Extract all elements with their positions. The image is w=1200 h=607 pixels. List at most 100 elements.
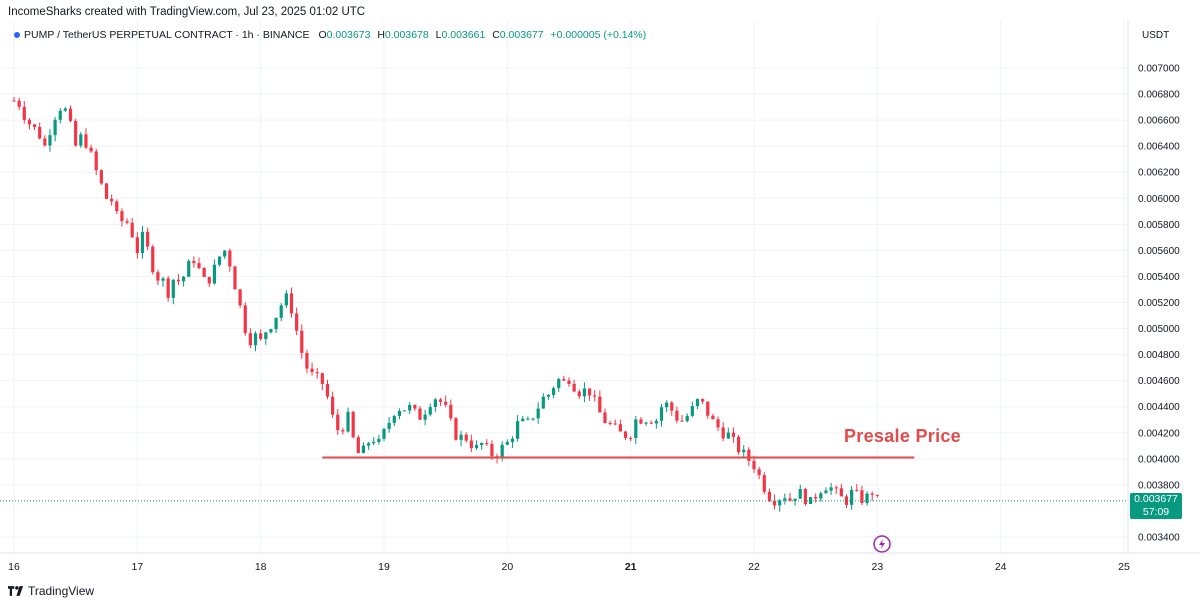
candle-body: [151, 246, 155, 273]
candle-body: [459, 434, 463, 440]
candle-body: [161, 278, 165, 281]
candle-body: [74, 120, 78, 146]
x-tick-label: 20: [501, 561, 513, 573]
candle-body: [397, 410, 402, 416]
candle-body: [171, 279, 175, 298]
candle-body: [68, 108, 73, 121]
candle-body: [104, 183, 109, 199]
candle-body: [474, 445, 479, 449]
candle-body: [788, 498, 792, 501]
candle-body: [562, 378, 566, 381]
candle-body: [762, 475, 766, 492]
candle-body: [140, 231, 145, 254]
candle-body: [726, 432, 730, 439]
candle-body: [695, 399, 700, 407]
y-tick-label: 0.006600: [1138, 116, 1180, 127]
candle-body: [351, 411, 355, 438]
candle-body: [192, 260, 196, 264]
candle-body: [38, 126, 42, 139]
candle-body: [855, 489, 859, 491]
y-tick-label: 0.006200: [1138, 168, 1180, 179]
candle-body: [110, 198, 114, 202]
candle-body: [331, 396, 335, 415]
currency-unit[interactable]: USDT: [1142, 30, 1170, 41]
candle-body: [43, 138, 47, 146]
y-tick-label: 0.006400: [1138, 142, 1180, 153]
candle-body: [551, 388, 556, 395]
candle-body: [803, 489, 807, 505]
candle-body: [48, 135, 52, 146]
candle-body: [444, 401, 448, 405]
candle-body: [557, 378, 561, 389]
candle-body: [639, 419, 643, 424]
candle-body: [757, 469, 761, 476]
candle-body: [870, 493, 874, 495]
candle-body: [315, 372, 319, 374]
candle-body: [706, 401, 710, 416]
tradingview-brand[interactable]: TradingView: [8, 584, 94, 598]
open-value: 0.003673: [326, 29, 371, 41]
candle-body: [253, 333, 258, 346]
candle-body: [629, 437, 633, 439]
candle-body: [377, 438, 381, 442]
y-tick-label: 0.004800: [1138, 350, 1180, 361]
candle-body: [865, 493, 869, 504]
change-value: +0.000005 (+0.14%): [550, 29, 647, 41]
presale-price-label[interactable]: Presale Price: [844, 426, 961, 446]
candle-body: [233, 266, 237, 290]
candle-body: [665, 402, 669, 408]
candle-body: [485, 443, 489, 445]
symbol-title[interactable]: PUMP / TetherUS PERPETUAL CONTRACT · 1h …: [24, 29, 310, 41]
candle-body: [32, 124, 37, 127]
candle-body: [834, 487, 838, 489]
candle-body: [346, 411, 350, 432]
x-tick-label: 17: [131, 561, 143, 573]
candle-body: [536, 408, 540, 419]
candle-body: [454, 418, 458, 440]
candle-body: [382, 428, 386, 439]
candle-body: [79, 134, 83, 146]
axes: [0, 20, 1200, 554]
candle-body: [608, 423, 612, 425]
candle-body: [156, 272, 160, 281]
x-tick-label: 18: [255, 561, 267, 573]
candle-body: [392, 415, 396, 423]
y-tick-label: 0.007000: [1138, 64, 1180, 75]
event-icon-bolt: [879, 539, 885, 549]
candle-body: [408, 404, 412, 411]
candle-body: [587, 388, 592, 396]
low-value: 0.003661: [441, 29, 486, 41]
bar-countdown: 57:09: [1142, 506, 1170, 518]
candle-body: [546, 394, 551, 397]
annotation-layer: [0, 456, 1128, 553]
candle-body: [284, 293, 288, 306]
candle-body: [772, 500, 777, 506]
candlestick-series: [12, 96, 879, 512]
candle-body: [731, 432, 736, 437]
candle-body: [778, 500, 782, 506]
y-tick-label: 0.004600: [1138, 376, 1180, 387]
candle-body: [850, 489, 854, 505]
y-tick-label: 0.003400: [1138, 533, 1180, 544]
candle-body: [582, 388, 587, 397]
candle-body: [413, 404, 417, 409]
open-label: O: [318, 29, 327, 41]
candle-body: [146, 231, 150, 247]
candle-body: [289, 293, 294, 314]
candle-body: [814, 497, 818, 499]
candle-body: [22, 106, 26, 120]
candle-body: [17, 100, 21, 107]
x-tick-label: 21: [625, 561, 637, 573]
candle-body: [623, 431, 628, 438]
candle-body: [120, 211, 124, 222]
x-tick-label: 22: [748, 561, 760, 573]
candle-body: [670, 402, 674, 411]
candle-body: [860, 490, 864, 504]
candle-body: [449, 404, 453, 419]
y-tick-label: 0.005800: [1138, 220, 1180, 231]
candle-body: [212, 264, 217, 284]
candle-body: [752, 460, 756, 470]
candle-body: [187, 260, 191, 277]
candle-body: [295, 313, 299, 331]
